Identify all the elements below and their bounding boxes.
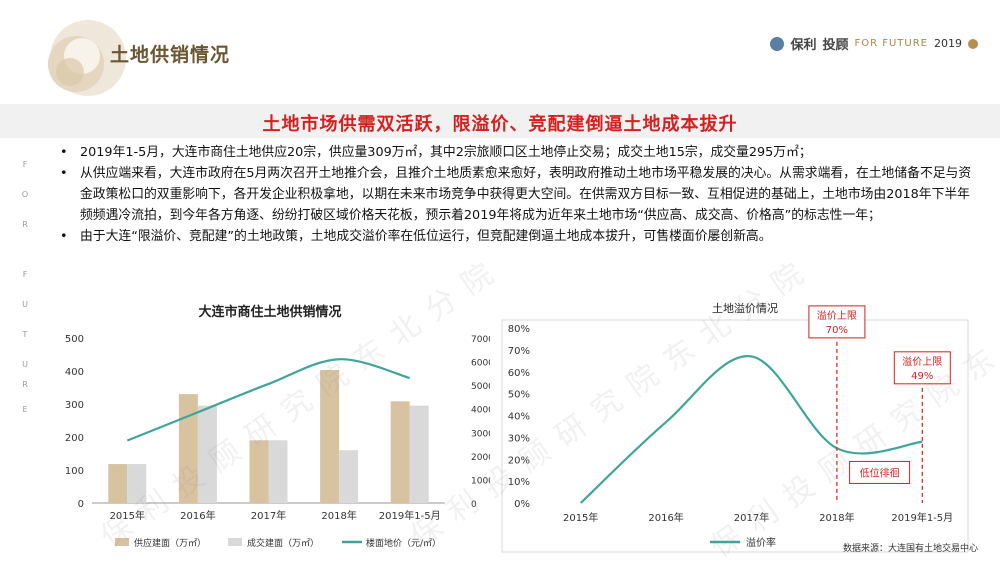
y2-tick-label: 4000 bbox=[471, 406, 490, 416]
data-source: 数据来源：大连国有土地交易中心 bbox=[842, 544, 978, 554]
bar-supply bbox=[178, 394, 198, 503]
headline-banner bbox=[0, 104, 1000, 138]
line-premium-rate bbox=[579, 355, 923, 504]
brand-tag: FOR FUTURE bbox=[854, 38, 928, 49]
low-range-box bbox=[849, 460, 911, 484]
y2-tick-label: 3000 bbox=[471, 429, 490, 439]
decorative-circles bbox=[48, 20, 126, 96]
cap-label: 溢价上限 bbox=[902, 355, 942, 368]
y-tick-label: 20% bbox=[508, 455, 530, 466]
y-tick-label: 300 bbox=[65, 400, 84, 411]
bar-deal bbox=[409, 405, 429, 503]
x-tick-label: 2019年1-5月 bbox=[891, 511, 953, 524]
y-tick-label: 30% bbox=[508, 433, 530, 444]
chart-marks bbox=[108, 358, 429, 503]
y2-tick-label: 0 bbox=[471, 500, 477, 510]
supply-sales-chart: 大连市商住土地供销情况 0100200300400500010002000300… bbox=[65, 304, 490, 549]
side-letter: E bbox=[22, 405, 28, 414]
bar-deal bbox=[127, 464, 147, 503]
bullet-list: 2019年1-5月，大连市商住土地供应20宗，供应量309万㎡，其中2宗旅顺口区… bbox=[58, 142, 978, 247]
brand-header: 保利 投顾 FOR FUTURE 2019 bbox=[770, 34, 978, 53]
y-tick-label: 80% bbox=[508, 324, 530, 335]
bar-deal bbox=[197, 405, 217, 503]
x-tick-label: 2017年 bbox=[251, 509, 286, 522]
side-letter: U bbox=[22, 300, 28, 309]
premium-rate-chart: 土地溢价情况 0% 10% 20% 30% 40% 50% 60% 70% 80% 2015年 20… bbox=[501, 301, 969, 553]
legend-label: 成交建面（万㎡） bbox=[247, 537, 319, 549]
legend-label: 溢价率 bbox=[746, 536, 776, 549]
side-letter: R bbox=[22, 220, 28, 229]
chart-marks: 溢价上限 70% 溢价上限 49% 低位徘徊 bbox=[579, 305, 951, 504]
cap-value: 49% bbox=[911, 371, 933, 382]
cap-box-2019 bbox=[893, 351, 951, 385]
y-tick-label: 0% bbox=[514, 499, 530, 510]
low-range-label: 低位徘徊 bbox=[860, 466, 900, 479]
headline-text: 土地市场供需双活跃，限溢价、竞配建倒逼土地成本拔升 bbox=[262, 114, 738, 135]
y2-tick-label: 6000 bbox=[471, 359, 490, 369]
brand-logo-icon bbox=[770, 36, 785, 51]
side-letter: O bbox=[21, 190, 29, 199]
side-letter: T bbox=[22, 330, 28, 339]
x-tick-label: 2019年1-5月 bbox=[379, 509, 441, 522]
line-land-price bbox=[126, 358, 410, 442]
chart-frame bbox=[501, 319, 969, 553]
chart-legend: 供应建面（万㎡） 成交建面（万㎡） 楼面地价（元/㎡） bbox=[115, 537, 441, 549]
legend-swatch-supply bbox=[115, 538, 129, 546]
legend-swatch-deal bbox=[228, 538, 242, 546]
y-tick-label: 10% bbox=[508, 477, 530, 488]
bar-deal bbox=[268, 440, 288, 503]
cap-value: 70% bbox=[826, 325, 848, 336]
y2-tick-label: 2000 bbox=[471, 453, 490, 463]
y-tick-label: 200 bbox=[65, 433, 84, 444]
side-letter: R bbox=[22, 380, 28, 389]
x-tick-label: 2015年 bbox=[110, 509, 145, 522]
y-tick-label: 60% bbox=[508, 368, 530, 379]
y-tick-label: 0 bbox=[78, 499, 84, 510]
y-tick-label: 50% bbox=[508, 390, 530, 401]
y-tick-label: 400 bbox=[65, 367, 84, 378]
bar-supply bbox=[249, 440, 269, 503]
chart-legend: 溢价率 bbox=[710, 536, 776, 549]
x-tick-label: 2018年 bbox=[819, 511, 854, 524]
side-letter: U bbox=[22, 360, 28, 369]
brand-name: 投顾 bbox=[822, 38, 849, 53]
x-tick-label: 2016年 bbox=[648, 511, 683, 524]
cap-label: 溢价上限 bbox=[817, 309, 857, 322]
chart-title: 土地溢价情况 bbox=[712, 301, 778, 315]
y2-tick-label: 1000 bbox=[471, 476, 490, 486]
x-tick-label: 2015年 bbox=[563, 511, 598, 524]
side-letter: F bbox=[22, 270, 28, 279]
brand-year: 2019 bbox=[934, 37, 962, 50]
side-letter: F bbox=[22, 160, 28, 169]
brand-logo: 保利 bbox=[790, 38, 817, 53]
y2-tick-label: 7000 bbox=[471, 335, 490, 345]
bar-supply bbox=[320, 370, 340, 503]
bullet-item: 2019年1-5月，大连市商住土地供应20宗，供应量309万㎡，其中2宗旅顺口区… bbox=[58, 142, 978, 163]
y-tick-label: 100 bbox=[65, 466, 84, 477]
x-tick-label: 2018年 bbox=[321, 509, 356, 522]
chart-axes: 0% 10% 20% 30% 40% 50% 60% 70% 80% 2015年 2016年 2017… bbox=[501, 319, 969, 553]
bullet-item: 从供应端来看，大连市政府在5月两次召开土地推介会，且推介土地质素愈来愈好，表明政… bbox=[58, 163, 978, 226]
bullet-item: 由于大连“限溢价、竞配建”的土地政策，土地成交溢价率在低位运行，但竞配建倒逼土地… bbox=[58, 226, 978, 247]
x-tick-label: 2017年 bbox=[734, 511, 769, 524]
x-tick-label: 2016年 bbox=[180, 509, 215, 522]
legend-label: 供应建面（万㎡） bbox=[134, 537, 206, 549]
page-title: 土地供销情况 bbox=[110, 44, 231, 66]
chart-title: 大连市商住土地供销情况 bbox=[198, 304, 341, 320]
legend-label: 楼面地价（元/㎡） bbox=[366, 537, 441, 549]
y-tick-label: 500 bbox=[65, 334, 84, 345]
y-tick-label: 40% bbox=[508, 412, 530, 423]
bar-supply bbox=[390, 401, 410, 503]
bar-supply bbox=[108, 464, 128, 503]
cap-box-2018 bbox=[808, 305, 866, 339]
bar-deal bbox=[339, 450, 359, 503]
chart-axes: 0100200300400500010002000300040005000600… bbox=[65, 334, 490, 522]
y-tick-label: 70% bbox=[508, 346, 530, 357]
brand-ring-icon bbox=[968, 38, 978, 49]
